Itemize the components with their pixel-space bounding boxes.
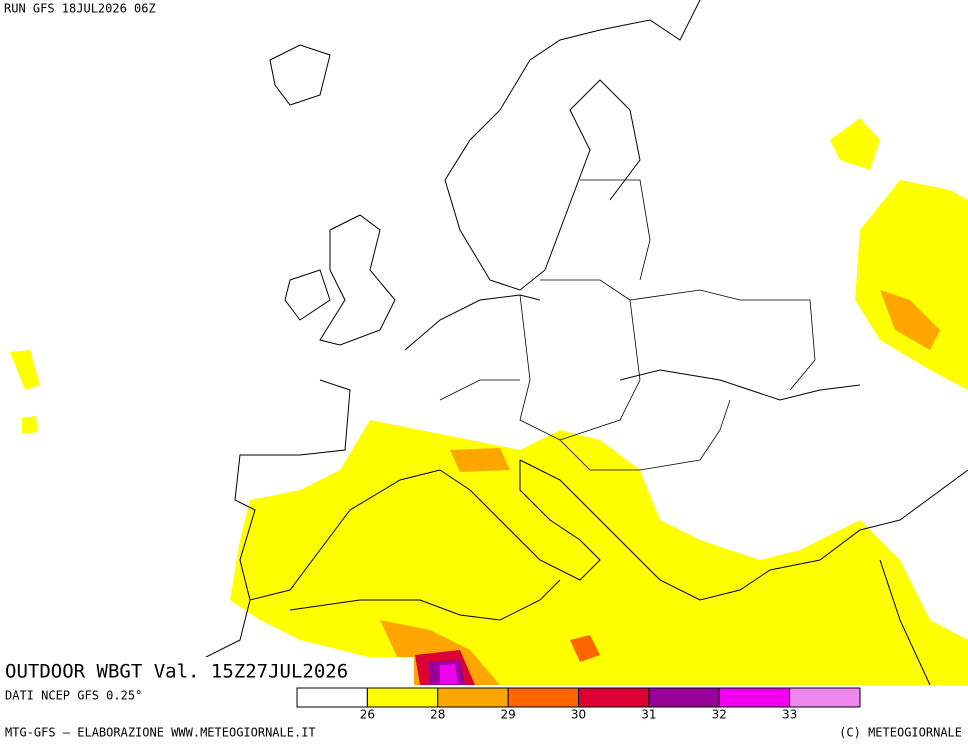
legend-swatch — [507, 687, 579, 708]
heat-area — [450, 448, 510, 472]
legend-swatch — [718, 687, 791, 708]
legend-tick-label: 26 — [360, 708, 375, 722]
heat-area — [830, 118, 880, 170]
legend-tick-label: 29 — [500, 708, 515, 722]
borders — [439, 179, 816, 471]
heat-area — [230, 420, 968, 685]
heat-area — [855, 180, 968, 390]
map-title: OUTDOOR WBGT Val. 15Z27JUL2026 — [5, 661, 348, 683]
legend-swatch — [296, 687, 368, 708]
legend-tick-label: 30 — [571, 708, 586, 722]
coastlines — [159, 0, 968, 686]
heat-fields — [10, 118, 968, 685]
title-box — [0, 657, 414, 685]
source-label: DATI NCEP GFS 0.25° — [5, 689, 142, 703]
footer-right: (C) METEOGIORNALE — [839, 726, 962, 740]
legend: 26 28 29 30 31 32 33 — [296, 687, 861, 722]
heat-area — [440, 664, 458, 684]
legend-tick-label: 32 — [712, 708, 727, 722]
heat-area — [880, 290, 940, 350]
legend-swatch — [648, 687, 720, 708]
footer-left: MTG-GFS — ELABORAZIONE WWW.METEOGIORNALE… — [5, 726, 316, 740]
legend-swatch — [789, 687, 861, 708]
legend-swatch — [437, 687, 509, 708]
run-label: RUN GFS 18JUL2026 06Z — [4, 2, 156, 16]
legend-swatch — [366, 687, 439, 708]
legend-tick-label: 28 — [430, 708, 445, 722]
legend-tick-label: 33 — [782, 708, 797, 722]
legend-tick-label: 31 — [641, 708, 656, 722]
heat-area — [22, 416, 38, 434]
heat-area — [570, 635, 600, 662]
heat-area — [10, 350, 40, 390]
legend-swatch — [578, 687, 650, 708]
